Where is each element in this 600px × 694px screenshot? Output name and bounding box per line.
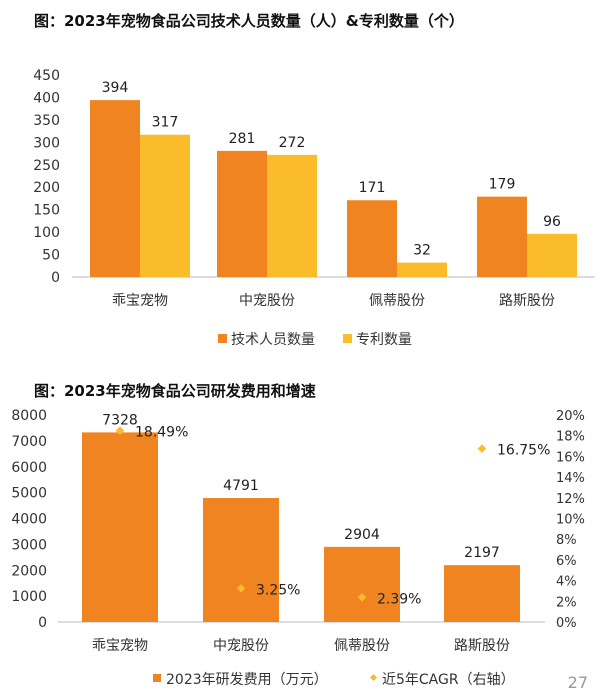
bar [217, 150, 267, 277]
y-tick: 7000 [11, 434, 47, 450]
data-label: 32 [413, 243, 431, 259]
y2-tick: 20% [556, 409, 585, 424]
data-label: 96 [543, 214, 561, 230]
page-number: 27 [567, 673, 588, 692]
bar [203, 498, 279, 622]
y2-tick: 14% [556, 471, 585, 486]
x-tick: 中宠股份 [213, 638, 269, 654]
y-tick: 5000 [11, 486, 47, 502]
y-tick: 50 [42, 248, 60, 264]
cagr-label: 3.25% [256, 582, 300, 598]
data-label: 179 [489, 177, 516, 193]
cagr-point [115, 426, 125, 435]
data-label: 281 [229, 131, 256, 147]
cagr-point [477, 444, 487, 453]
y2-tick: 8% [556, 533, 577, 548]
data-label: 394 [102, 80, 129, 96]
y2-tick: 12% [556, 492, 585, 507]
y-tick: 150 [33, 203, 60, 219]
y2-tick: 4% [556, 575, 577, 590]
legend-swatch [218, 334, 227, 343]
y-tick: 350 [33, 113, 60, 129]
x-tick: 佩蒂股份 [369, 293, 425, 309]
y-tick: 300 [33, 135, 60, 151]
y-tick: 8000 [11, 408, 47, 424]
y2-tick: 6% [556, 554, 577, 569]
data-label: 2904 [344, 527, 380, 543]
y-tick: 6000 [11, 460, 47, 476]
x-tick: 乖宝宠物 [92, 638, 148, 654]
y-tick: 1000 [11, 589, 47, 605]
x-tick: 乖宝宠物 [112, 293, 168, 309]
legend-swatch [369, 673, 378, 682]
y-tick: 2000 [11, 563, 47, 579]
y2-tick: 16% [556, 450, 585, 465]
y-tick: 100 [33, 225, 60, 241]
cagr-point [357, 593, 367, 602]
bar [477, 196, 527, 277]
y-tick: 400 [33, 90, 60, 106]
cagr-label: 2.39% [377, 591, 421, 607]
x-tick: 路斯股份 [454, 638, 510, 654]
legend-label: 专利数量 [356, 332, 412, 348]
data-label: 171 [359, 180, 386, 196]
legend-label: 2023年研发费用（万元） [166, 672, 328, 688]
bar [397, 262, 447, 277]
data-label: 2197 [464, 545, 500, 561]
y2-tick: 18% [556, 430, 585, 445]
bar [444, 565, 520, 622]
bar [267, 154, 317, 277]
legend-label: 技术人员数量 [231, 332, 315, 348]
y2-tick: 0% [556, 616, 577, 631]
y-tick: 0 [51, 270, 60, 286]
x-tick: 佩蒂股份 [334, 638, 390, 654]
y2-tick: 2% [556, 595, 577, 610]
y-tick: 200 [33, 180, 60, 196]
y-tick: 4000 [11, 512, 47, 528]
chart1-title: 图：2023年宠物食品公司技术人员数量（人）&专利数量（个） [34, 12, 464, 30]
bar [324, 546, 400, 622]
x-tick: 中宠股份 [239, 293, 295, 309]
legend-label: 近5年CAGR（右轴） [382, 672, 515, 688]
data-label: 272 [279, 135, 306, 151]
y2-tick: 10% [556, 513, 585, 528]
y-tick: 3000 [11, 537, 47, 553]
y-tick: 250 [33, 158, 60, 174]
bar [347, 200, 397, 277]
data-label: 317 [152, 115, 179, 131]
bar [140, 134, 190, 277]
y-tick: 450 [33, 68, 60, 84]
data-label: 4791 [223, 478, 259, 494]
legend-swatch [343, 334, 352, 343]
bar [90, 100, 140, 277]
x-tick: 路斯股份 [499, 293, 555, 309]
cagr-label: 16.75% [497, 443, 550, 459]
y-tick: 0 [38, 615, 47, 631]
cagr-label: 18.49% [135, 425, 188, 441]
bar [82, 432, 158, 622]
bar [527, 233, 577, 277]
chart2-title: 图：2023年宠物食品公司研发费用和增速 [34, 382, 316, 400]
data-label: 7328 [102, 412, 138, 428]
legend-swatch [153, 674, 161, 682]
